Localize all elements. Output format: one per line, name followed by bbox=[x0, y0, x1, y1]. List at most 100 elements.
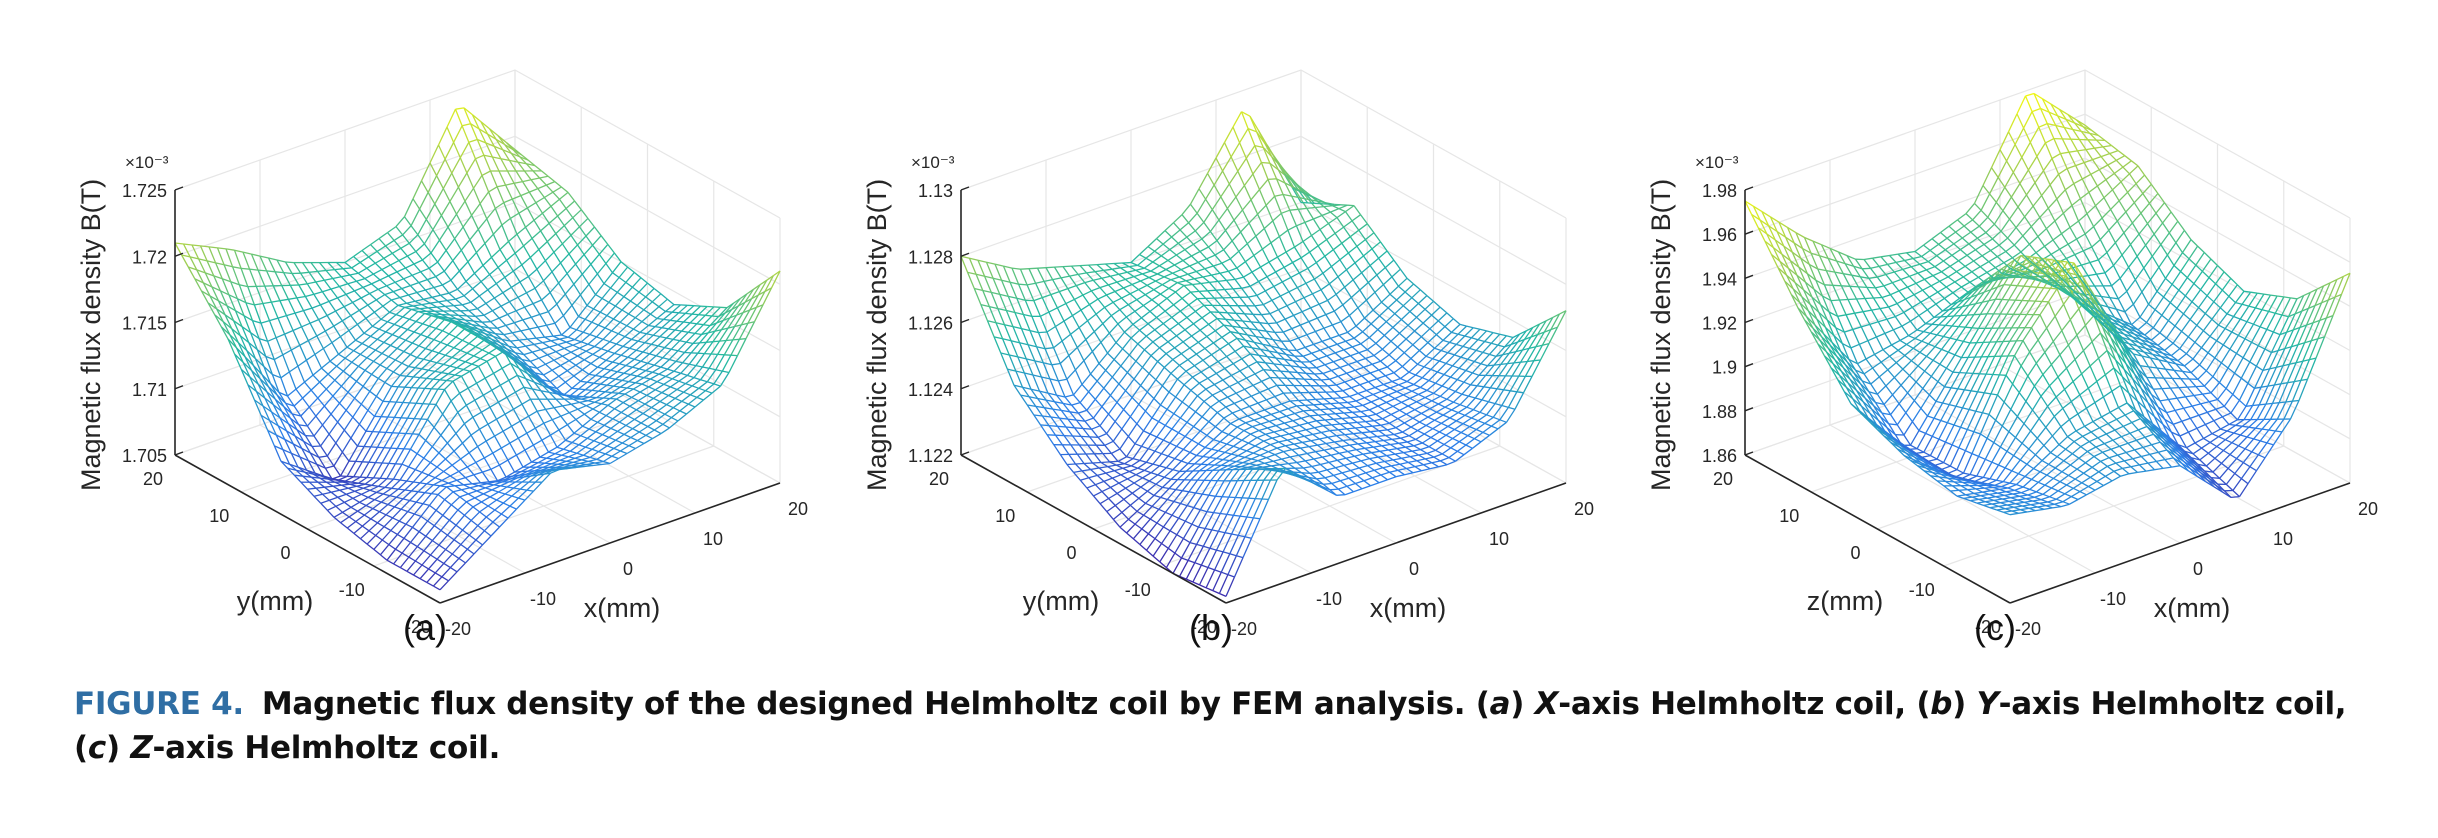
mesh-line bbox=[393, 552, 403, 565]
mesh-line bbox=[371, 279, 381, 285]
mesh-line bbox=[1430, 431, 1440, 439]
mesh-line bbox=[357, 267, 368, 274]
mesh-line bbox=[1426, 449, 1436, 455]
mesh-line bbox=[463, 483, 473, 486]
mesh-line bbox=[1394, 451, 1404, 455]
mesh-line bbox=[545, 407, 555, 411]
mesh-line bbox=[638, 291, 646, 298]
mesh-line bbox=[384, 381, 392, 387]
mesh-line bbox=[353, 343, 363, 352]
mesh-line bbox=[289, 284, 298, 299]
mesh-line bbox=[572, 344, 580, 349]
mesh-line bbox=[1222, 374, 1232, 381]
mesh-line bbox=[586, 463, 594, 467]
mesh-line bbox=[1125, 482, 1135, 489]
mesh-line bbox=[548, 391, 557, 400]
mesh-line bbox=[238, 284, 247, 303]
mesh-line bbox=[300, 415, 308, 427]
mesh-line bbox=[355, 280, 364, 288]
mesh-line bbox=[1383, 438, 1393, 442]
mesh-line bbox=[326, 268, 335, 272]
mesh-line bbox=[374, 262, 383, 271]
mesh-line bbox=[423, 358, 431, 362]
mesh-line bbox=[558, 424, 568, 431]
mesh-line bbox=[264, 397, 274, 406]
mesh-line bbox=[694, 324, 704, 334]
mesh-line bbox=[517, 361, 526, 369]
mesh-line bbox=[515, 310, 524, 321]
mesh-line bbox=[447, 213, 458, 228]
mesh-line bbox=[397, 375, 408, 388]
mesh-line bbox=[572, 398, 580, 403]
mesh-line bbox=[523, 386, 532, 400]
mesh-line bbox=[1246, 445, 1256, 452]
mesh-line bbox=[364, 278, 372, 285]
mesh-line bbox=[443, 470, 451, 477]
mesh-line bbox=[499, 342, 508, 350]
mesh-line bbox=[491, 489, 499, 493]
mesh-line bbox=[1165, 458, 1176, 469]
mesh-line bbox=[376, 331, 387, 340]
mesh-line bbox=[388, 271, 398, 277]
mesh-line bbox=[582, 418, 592, 427]
mesh-line bbox=[395, 386, 406, 403]
mesh-line bbox=[603, 418, 614, 426]
mesh-line bbox=[309, 319, 319, 324]
mesh-line bbox=[1146, 483, 1157, 492]
mesh-line bbox=[729, 305, 739, 319]
mesh-line bbox=[647, 355, 657, 364]
mesh-line bbox=[435, 509, 444, 516]
mesh-line bbox=[588, 284, 597, 295]
mesh-line bbox=[1408, 430, 1418, 437]
mesh-line bbox=[1121, 416, 1131, 430]
mesh-line bbox=[1223, 126, 1234, 143]
mesh-line bbox=[721, 327, 729, 331]
mesh-line bbox=[233, 320, 243, 328]
mesh-line bbox=[568, 452, 578, 458]
mesh-line bbox=[257, 383, 268, 393]
mesh-line bbox=[330, 489, 340, 493]
mesh-line bbox=[1349, 443, 1359, 446]
mesh-line bbox=[216, 247, 225, 266]
mesh-line bbox=[454, 484, 464, 487]
mesh-line bbox=[416, 535, 427, 548]
mesh-line bbox=[626, 447, 636, 455]
mesh-line bbox=[691, 305, 701, 315]
mesh-line bbox=[590, 356, 600, 365]
mesh-line bbox=[506, 481, 516, 488]
mesh-line bbox=[1118, 478, 1128, 484]
mesh-line bbox=[458, 358, 466, 363]
mesh-line bbox=[358, 309, 367, 319]
mesh-line bbox=[287, 388, 297, 397]
mesh-line bbox=[762, 287, 773, 306]
mesh-line bbox=[631, 338, 639, 342]
mesh-line bbox=[652, 327, 663, 336]
mesh-line bbox=[254, 302, 264, 306]
mesh-line bbox=[1194, 456, 1204, 465]
mesh-line bbox=[456, 361, 466, 369]
mesh-line bbox=[357, 510, 365, 516]
mesh-line bbox=[486, 355, 496, 362]
mesh-line bbox=[377, 377, 386, 383]
mesh-line bbox=[662, 417, 672, 425]
mesh-line bbox=[1465, 438, 1475, 446]
mesh-line bbox=[436, 558, 445, 564]
mesh-line bbox=[350, 501, 360, 508]
mesh-line bbox=[526, 366, 534, 375]
mesh-line bbox=[1261, 161, 1270, 164]
mesh-line bbox=[446, 379, 454, 382]
mesh-line bbox=[216, 308, 226, 316]
mesh-line bbox=[390, 432, 400, 449]
mesh-line bbox=[346, 520, 357, 529]
mesh-line bbox=[1192, 564, 1202, 583]
mesh-line bbox=[610, 369, 618, 373]
mesh-line bbox=[1243, 426, 1253, 432]
mesh-line bbox=[350, 315, 358, 325]
mesh-line bbox=[625, 424, 633, 430]
mesh-line bbox=[361, 518, 372, 527]
mesh-line bbox=[1394, 305, 1404, 315]
mesh-line bbox=[1252, 498, 1263, 519]
mesh-line bbox=[481, 406, 491, 413]
mesh-line bbox=[1035, 280, 1045, 284]
mesh-line bbox=[326, 509, 335, 518]
